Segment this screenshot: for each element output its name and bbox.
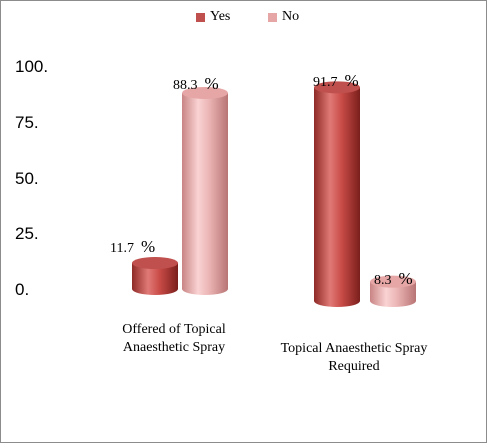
bar-no-required-top bbox=[370, 275, 416, 288]
x-label-offered-line-1: Offered of Topical bbox=[122, 322, 226, 337]
bar-no-offered bbox=[182, 86, 228, 295]
data-label-no-offered: 88.3 % bbox=[173, 74, 219, 94]
legend-item-no: No bbox=[268, 9, 299, 25]
bar-yes-offered-top bbox=[132, 257, 178, 270]
y-tick-0: 0. bbox=[15, 280, 30, 299]
data-label-no-required-value: 8.3 bbox=[374, 273, 392, 288]
bar-yes-offered-body bbox=[132, 263, 178, 295]
legend: Yes No bbox=[1, 9, 486, 29]
data-label-no-offered-unit: % bbox=[204, 74, 219, 93]
data-label-yes-offered: 11.7 % bbox=[110, 237, 155, 257]
legend-label-no: No bbox=[282, 9, 300, 24]
x-label-required-line-2: Required bbox=[328, 359, 380, 374]
bar-no-required bbox=[370, 275, 416, 307]
data-label-no-required: 8.3 % bbox=[374, 269, 413, 289]
bar-yes-offered bbox=[132, 257, 178, 295]
x-label-required: Topical Anaesthetic Spray Required bbox=[254, 340, 454, 376]
x-label-required-line-1: Topical Anaesthetic Spray bbox=[280, 341, 428, 356]
bar-no-offered-body bbox=[182, 92, 228, 295]
bar-yes-required-body bbox=[314, 87, 360, 308]
legend-swatch-no bbox=[268, 12, 277, 22]
data-label-yes-required-unit: % bbox=[344, 71, 359, 90]
x-label-offered-line-2: Anaesthetic Spray bbox=[122, 340, 226, 355]
bar-yes-required bbox=[314, 81, 360, 308]
data-label-yes-required-value: 91.7 bbox=[313, 75, 338, 90]
legend-item-yes: Yes bbox=[196, 9, 230, 25]
data-label-no-offered-value: 88.3 bbox=[173, 78, 198, 93]
data-label-yes-required: 91.7 % bbox=[313, 71, 359, 91]
bar-no-required-body bbox=[370, 281, 416, 307]
data-label-no-required-unit: % bbox=[398, 269, 413, 288]
bar-yes-required-top bbox=[314, 81, 360, 94]
y-tick-25: 25. bbox=[15, 224, 39, 243]
y-tick-75: 75. bbox=[15, 113, 39, 132]
y-tick-100: 100. bbox=[15, 57, 49, 76]
data-label-yes-offered-unit: % bbox=[140, 237, 156, 256]
y-tick-50: 50. bbox=[15, 169, 39, 188]
data-label-yes-offered-value: 11.7 bbox=[110, 241, 134, 256]
legend-swatch-yes bbox=[196, 12, 205, 22]
x-label-offered: Offered of Topical Anaesthetic Spray bbox=[89, 321, 259, 357]
legend-label-yes: Yes bbox=[210, 9, 231, 24]
bar-no-offered-top bbox=[182, 86, 228, 99]
